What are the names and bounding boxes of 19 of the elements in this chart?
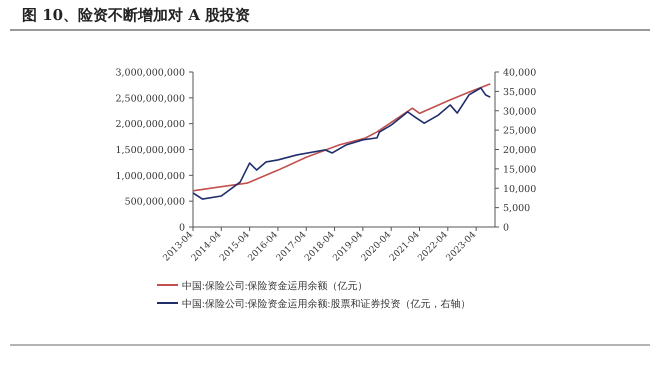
y-tick-label: 500,000,000 — [124, 196, 185, 208]
legend-label: 中国:保险公司:保险资金运用余额（亿元） — [182, 280, 368, 292]
y2-tick-label: 15,000 — [503, 164, 536, 176]
y-tick-label: 0 — [178, 222, 185, 234]
y-tick-label: 1,500,000,000 — [115, 145, 185, 156]
y2-tick-label: 20,000 — [503, 145, 536, 156]
y2-tick-label: 10,000 — [503, 184, 536, 195]
y-tick-label: 1,000,000,000 — [115, 170, 185, 182]
legend-label: 中国:保险公司:保险资金运用余额:股票和证券投资（亿元，右轴） — [182, 298, 470, 310]
y-tick-label: 2,000,000,000 — [115, 119, 185, 130]
y2-tick-label: 0 — [503, 222, 510, 234]
y2-tick-label: 40,000 — [503, 68, 536, 78]
y-tick-label: 3,000,000,000 — [115, 68, 185, 78]
y2-tick-label: 35,000 — [503, 86, 536, 98]
chart-title: 图 10、险资不断增加对 A 股投资 — [22, 6, 250, 24]
y-tick-label: 2,500,000,000 — [115, 93, 185, 104]
y2-tick-label: 30,000 — [503, 106, 536, 118]
y2-tick-label: 5,000 — [503, 203, 530, 214]
y2-tick-label: 25,000 — [503, 126, 536, 137]
